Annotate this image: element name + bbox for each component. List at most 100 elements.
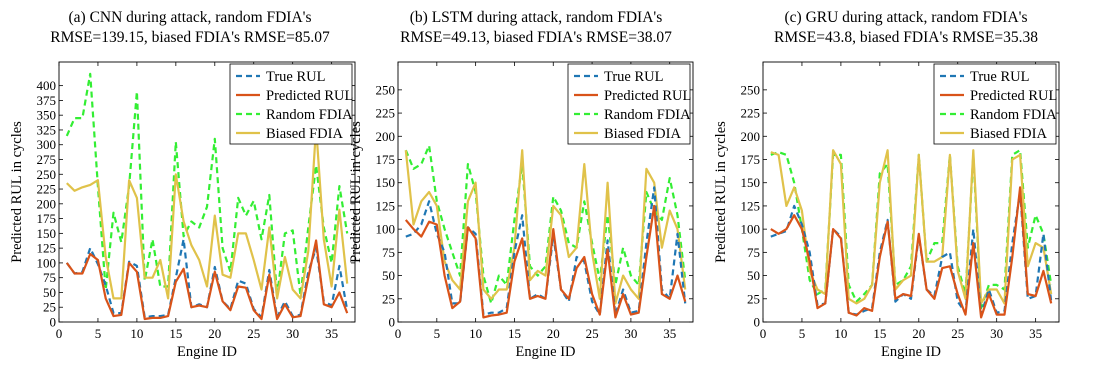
y-tick-label: 50 — [747, 268, 760, 283]
chart-subtitle: RMSE=49.13, biased FDIA's RMSE=38.07 — [400, 29, 672, 46]
legend-entry: Predicted RUL — [970, 88, 1057, 104]
chart-panel-3: (c) GRU during attack, random FDIA's RMSE… — [713, 9, 1060, 360]
y-tick-label: 250 — [37, 167, 57, 182]
y-tick-label: 0 — [389, 315, 396, 330]
chart-subtitle: RMSE=43.8, biased FDIA's RMSE=35.38 — [774, 29, 1038, 46]
legend-entry: Random FDIA — [266, 107, 353, 123]
chart-panel-2: (b) LSTM during attack, random FDIA's RMS… — [348, 9, 694, 360]
x-tick-label: 10 — [834, 326, 847, 341]
x-tick-label: 10 — [469, 326, 482, 341]
y-tick-label: 25 — [747, 291, 760, 306]
legend-entry: Biased FDIA — [970, 126, 1047, 142]
x-tick-label: 5 — [434, 326, 441, 341]
x-tick-label: 20 — [547, 326, 560, 341]
y-tick-label: 150 — [37, 226, 57, 241]
plot-frame — [397, 61, 694, 323]
x-tick-label: 25 — [951, 326, 964, 341]
legend: True RUL Predicted RUL Random FDIA Biased F… — [933, 63, 1057, 145]
x-tick-label: 10 — [130, 326, 143, 341]
y-tick-label: 175 — [741, 152, 761, 167]
series-line-biased-fdia — [404, 149, 687, 305]
chart-title: (a) CNN during attack, random FDIA's — [69, 9, 312, 26]
x-tick-label: 35 — [663, 326, 676, 341]
y-tick-label: 100 — [376, 222, 396, 237]
y-tick-label: 400 — [37, 78, 57, 93]
x-tick-label: 0 — [56, 326, 63, 341]
legend-entry: Random FDIA — [604, 107, 691, 123]
y-tick-label: 175 — [376, 152, 396, 167]
y-tick-label: 375 — [37, 93, 57, 108]
y-tick-label: 225 — [376, 106, 396, 121]
x-tick-label: 30 — [990, 326, 1003, 341]
series-line-predicted-rul — [65, 239, 349, 321]
y-tick-label: 300 — [37, 137, 57, 152]
y-tick-label: 175 — [37, 211, 57, 226]
y-tick-label: 225 — [37, 182, 57, 197]
x-tick-label: 20 — [912, 326, 925, 341]
legend-entry: Predicted RUL — [604, 88, 691, 104]
x-tick-label: 15 — [169, 326, 182, 341]
y-tick-label: 50 — [382, 268, 395, 283]
y-tick-label: 125 — [376, 198, 396, 213]
y-tick-label: 250 — [741, 82, 761, 97]
y-tick-label: 0 — [754, 315, 761, 330]
x-tick-label: 20 — [208, 326, 221, 341]
y-axis-label: Predicted RUL in cycles — [348, 121, 364, 263]
y-tick-label: 125 — [37, 241, 57, 256]
series-line-random-fdia — [65, 72, 349, 297]
y-axis-label: Predicted RUL in cycles — [9, 121, 25, 263]
chart-title: (b) LSTM during attack, random FDIA's — [410, 9, 662, 26]
y-tick-label: 75 — [43, 270, 56, 285]
legend-entry: True RUL — [970, 69, 1030, 85]
x-axis-label: Engine ID — [881, 344, 941, 360]
legend: True RUL Predicted RUL Random FDIA Biased F… — [567, 63, 691, 145]
legend-entry: Biased FDIA — [266, 126, 343, 142]
y-tick-label: 75 — [747, 245, 760, 260]
series-line-predicted-rul — [404, 204, 687, 319]
chart-title: (c) GRU during attack, random FDIA's — [785, 9, 1028, 26]
series-line-biased-fdia — [66, 125, 349, 300]
legend-box — [567, 63, 691, 145]
x-tick-label: 15 — [508, 326, 521, 341]
legend-entry: True RUL — [266, 69, 326, 85]
chart-panel-1: (a) CNN during attack, random FDIA's RMSE… — [9, 9, 356, 360]
y-tick-label: 325 — [37, 122, 57, 137]
plot-frame — [58, 61, 356, 323]
series-line-biased-fdia — [770, 149, 1053, 305]
y-tick-label: 125 — [741, 198, 761, 213]
y-tick-label: 250 — [376, 82, 396, 97]
x-tick-label: 5 — [95, 326, 102, 341]
x-tick-label: 35 — [1029, 326, 1042, 341]
x-tick-label: 25 — [247, 326, 260, 341]
legend-box — [933, 63, 1057, 145]
legend-box — [229, 63, 353, 145]
x-tick-label: 0 — [760, 326, 767, 341]
x-tick-label: 5 — [799, 326, 806, 341]
x-axis-label: Engine ID — [516, 344, 576, 360]
y-tick-label: 200 — [37, 196, 57, 211]
y-tick-label: 50 — [43, 285, 56, 300]
y-tick-label: 150 — [741, 175, 761, 190]
y-tick-label: 100 — [37, 255, 57, 270]
legend-entry: Random FDIA — [970, 107, 1057, 123]
y-tick-label: 200 — [376, 129, 396, 144]
x-axis-label: Engine ID — [177, 344, 237, 360]
y-tick-label: 275 — [37, 152, 57, 167]
x-tick-label: 25 — [586, 326, 599, 341]
y-tick-label: 100 — [741, 222, 761, 237]
x-tick-label: 0 — [395, 326, 402, 341]
y-axis-label: Predicted RUL in cycles — [713, 121, 729, 263]
x-tick-label: 15 — [873, 326, 886, 341]
y-tick-label: 350 — [37, 108, 57, 123]
x-tick-label: 30 — [286, 326, 299, 341]
x-tick-label: 35 — [325, 326, 338, 341]
y-tick-label: 150 — [376, 175, 396, 190]
y-tick-label: 225 — [741, 106, 761, 121]
plot-frame — [762, 61, 1060, 323]
y-tick-label: 200 — [741, 129, 761, 144]
y-tick-label: 25 — [43, 300, 56, 315]
legend-entry: True RUL — [604, 69, 664, 85]
legend: True RUL Predicted RUL Random FDIA Biased F… — [229, 63, 353, 145]
legend-entry: Biased FDIA — [604, 126, 681, 142]
